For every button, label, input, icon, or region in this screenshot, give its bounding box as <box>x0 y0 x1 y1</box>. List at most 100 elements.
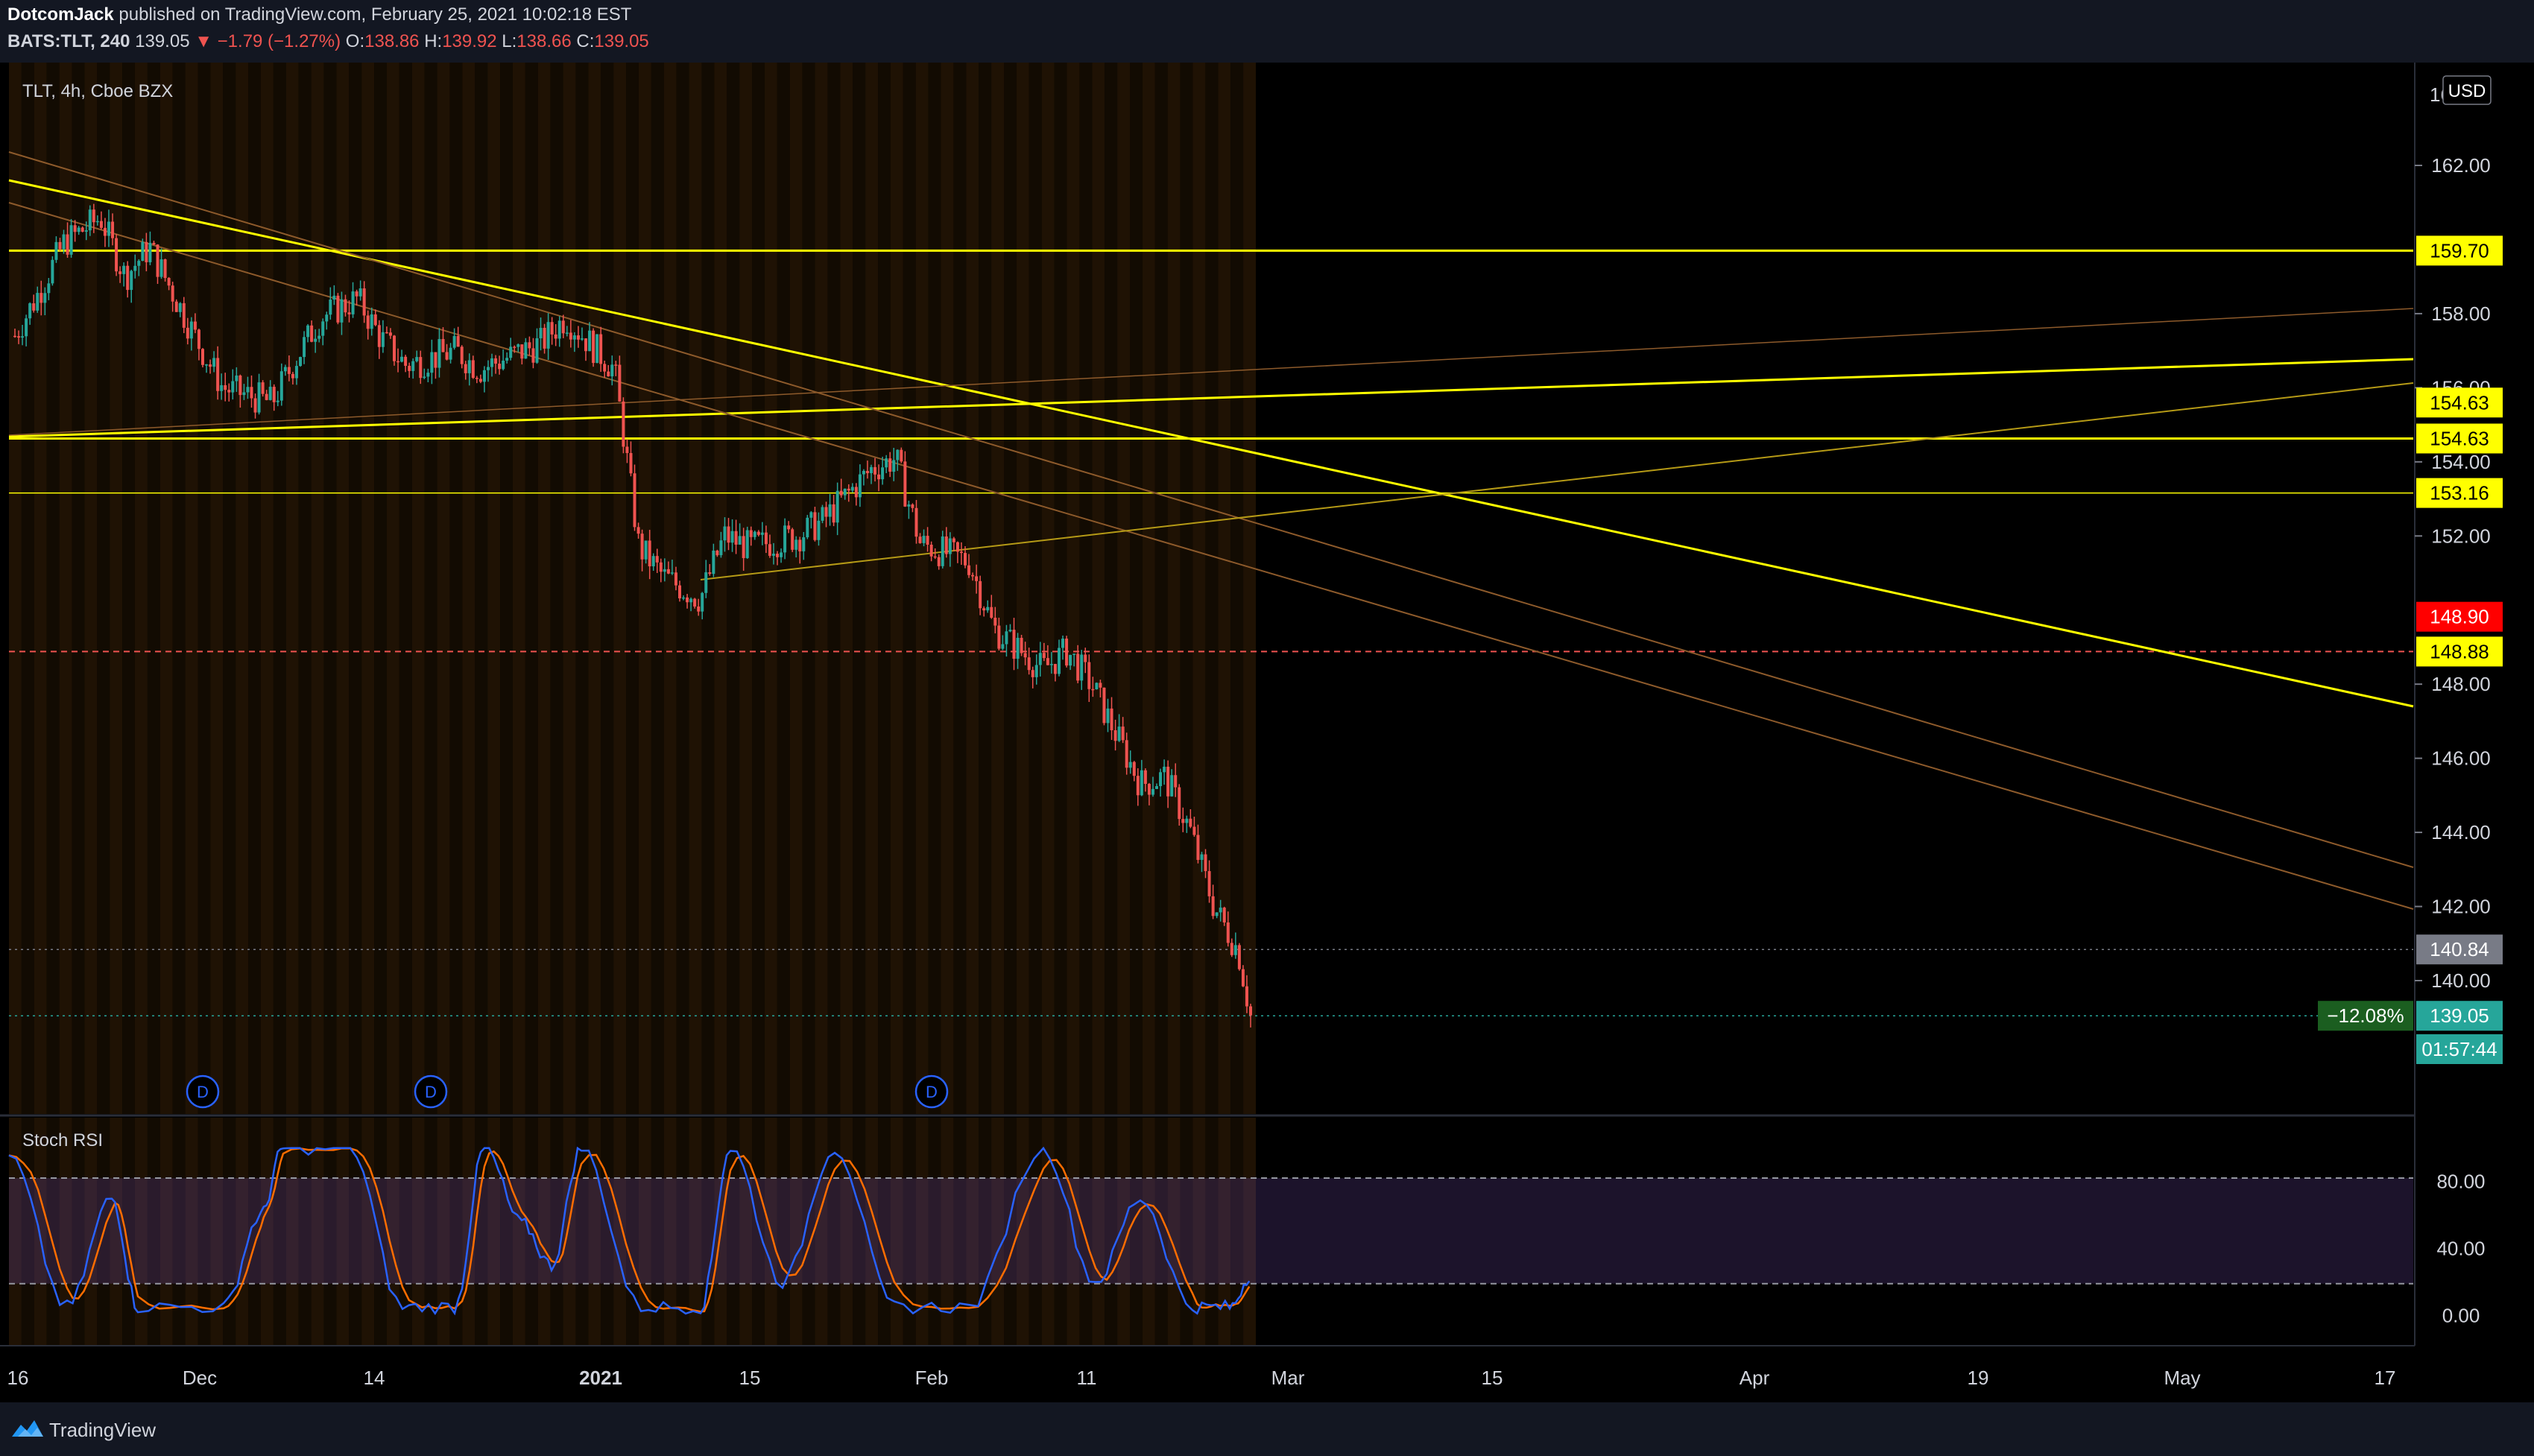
candle-body <box>764 532 768 545</box>
candle-body <box>1237 945 1241 969</box>
price-label: 140.84 <box>2430 938 2489 960</box>
candle-body <box>535 338 539 363</box>
stoch-stripe <box>1092 1118 1105 1346</box>
candle-body <box>648 540 651 567</box>
candle-body <box>163 259 167 279</box>
dividend-marker <box>186 1074 220 1109</box>
price-label: 01:57:44 <box>2421 1038 2497 1060</box>
candle-body <box>272 387 276 402</box>
candle-body <box>80 227 84 232</box>
candle-body <box>47 283 51 294</box>
stoch-stripe <box>1041 1118 1055 1346</box>
session-stripe <box>134 63 148 1114</box>
session-stripe <box>500 63 513 1114</box>
candle-body <box>633 473 636 528</box>
candle-body <box>88 209 92 231</box>
time-tick-label: 15 <box>1482 1367 1503 1389</box>
session-stripe <box>475 63 488 1114</box>
footer-brand[interactable]: TradingView <box>49 1419 157 1441</box>
candle-body <box>475 378 478 379</box>
candle-body <box>51 259 54 284</box>
session-stripe <box>72 63 85 1114</box>
candle-body <box>730 531 734 543</box>
candle-body <box>456 335 460 347</box>
time-tick-label: 15 <box>739 1367 761 1389</box>
candle-body <box>701 592 704 612</box>
candle-body <box>944 536 948 554</box>
candle-body <box>622 401 625 447</box>
candle-body <box>1245 986 1248 1007</box>
candle-body <box>193 321 197 330</box>
candle-body <box>1008 630 1012 632</box>
published-text: published on TradingView.com, February 2… <box>119 4 632 25</box>
candle-body <box>1113 729 1117 741</box>
price-tick-label: 140.00 <box>2431 969 2491 992</box>
candle-body <box>918 536 922 543</box>
candle-body <box>955 542 959 552</box>
candle-body <box>227 390 231 393</box>
session-stripe <box>449 63 463 1114</box>
candle-body <box>482 370 486 382</box>
candle-body <box>1200 854 1204 860</box>
price-label: 148.90 <box>2430 606 2489 628</box>
session-stripe <box>1243 63 1256 1114</box>
candle-body <box>742 536 745 558</box>
candle-body <box>419 357 423 379</box>
session-stripe <box>84 63 98 1114</box>
stoch-stripe <box>525 1118 538 1346</box>
candle-body <box>366 315 370 329</box>
trendline-brown-1 <box>8 151 2414 868</box>
candle-body <box>291 373 294 379</box>
chart-canvas[interactable]: DDD162.00158.00156.00154.00152.00148.001… <box>0 63 2534 1402</box>
price-axis-bg <box>2415 63 2534 1402</box>
candle-body <box>1226 922 1230 943</box>
session-stripe <box>273 63 286 1114</box>
dividend-marker-label: D <box>926 1083 938 1101</box>
dividend-marker-label: D <box>425 1083 437 1101</box>
candle-body <box>885 458 888 468</box>
stoch-stripe <box>1167 1118 1181 1346</box>
candle-body <box>756 531 760 535</box>
candle-body <box>873 466 877 475</box>
trendline-main <box>8 179 2414 708</box>
candle-body <box>1076 653 1080 681</box>
candle-body <box>449 347 452 360</box>
candle-body <box>881 467 885 480</box>
candle-body <box>40 293 43 303</box>
stoch-stripe <box>223 1118 236 1346</box>
candle-body <box>159 259 163 277</box>
stoch-stripe <box>537 1118 551 1346</box>
candle-body <box>242 392 246 396</box>
price-tick-label: 142.00 <box>2431 896 2491 918</box>
candle-body <box>294 366 298 379</box>
close-value: 139.05 <box>594 31 649 51</box>
candle-body <box>122 265 126 274</box>
candle-body <box>1001 644 1005 649</box>
candle-body <box>693 598 697 607</box>
session-stripe <box>1029 63 1042 1114</box>
stoch-stripe <box>500 1118 513 1346</box>
candle-body <box>1222 908 1226 922</box>
candle-body <box>1061 639 1065 648</box>
candle-body <box>870 466 873 473</box>
candle-body <box>77 227 80 232</box>
session-stripe <box>487 63 501 1114</box>
stoch-stripe <box>72 1118 85 1346</box>
candle-body <box>1016 638 1020 659</box>
stoch-legend: Stoch RSI <box>22 1130 103 1150</box>
candle-body <box>1159 772 1163 787</box>
candle-body <box>636 527 640 534</box>
candle-body <box>625 446 629 453</box>
candle-body <box>279 371 283 401</box>
candle-body <box>997 625 1001 649</box>
stoch-d-line <box>8 1147 1251 1313</box>
candle-body <box>216 358 220 391</box>
currency-button[interactable] <box>2442 75 2492 105</box>
stoch-stripe <box>853 1118 866 1346</box>
author-name[interactable]: DotcomJack <box>7 4 114 25</box>
candle-body <box>975 576 979 581</box>
stoch-stripe <box>512 1118 525 1346</box>
candle-body <box>1027 657 1031 671</box>
candle-body <box>914 507 918 537</box>
dividend-marker <box>914 1074 949 1109</box>
